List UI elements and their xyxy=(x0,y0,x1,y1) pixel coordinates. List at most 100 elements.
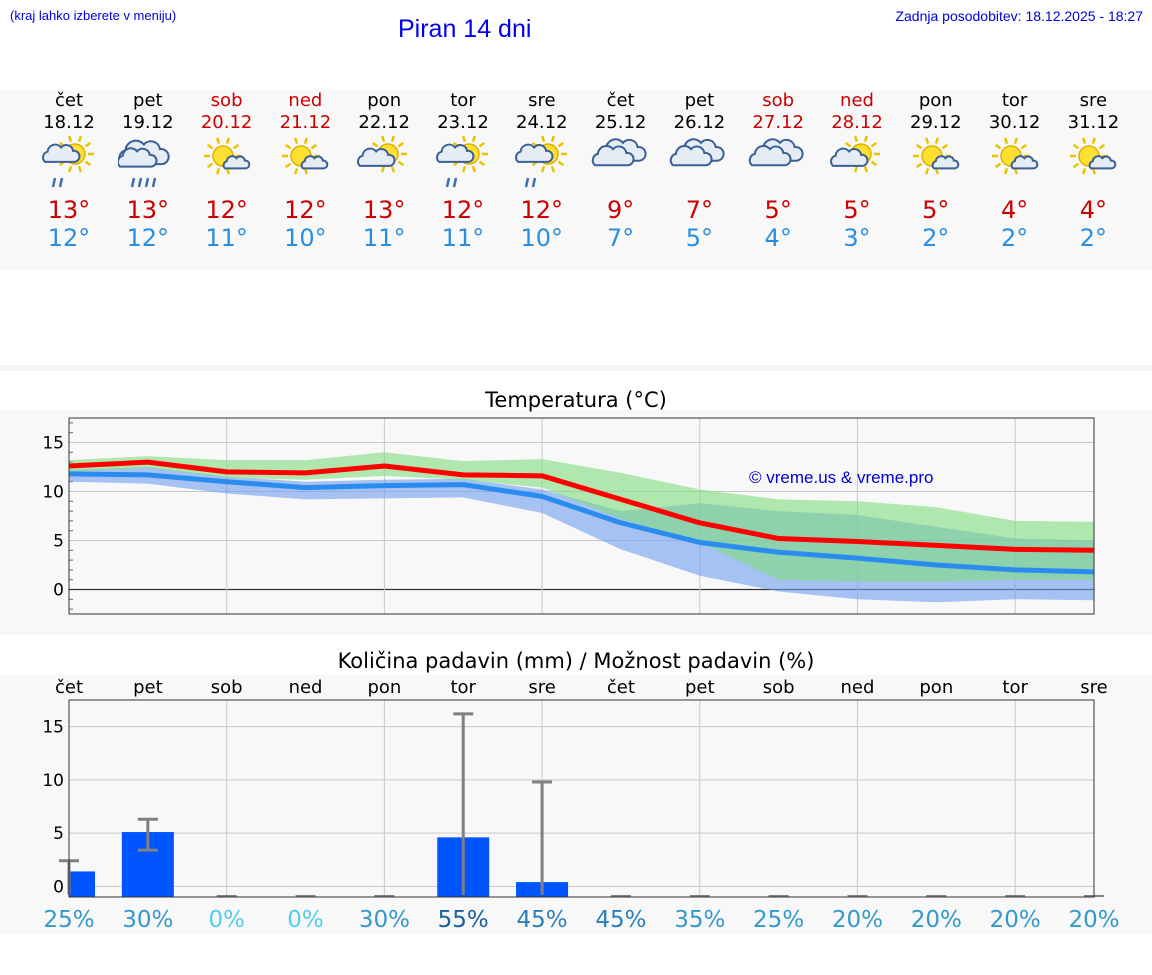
max-range-band xyxy=(69,452,1094,582)
plot-area xyxy=(69,700,1094,897)
day-name: pon xyxy=(918,90,953,111)
temp-min: 10° xyxy=(520,224,564,252)
last-update: Zadnja posodobitev: 18.12.2025 - 18:27 xyxy=(895,8,1143,24)
precip-probability-label: 20% xyxy=(990,907,1041,933)
day-name: ned xyxy=(840,90,874,111)
temp-min: 12° xyxy=(47,224,91,252)
partly-sunny-rain-icon xyxy=(514,135,567,188)
x-category-label: tor xyxy=(1002,677,1028,698)
temp-max: 7° xyxy=(685,196,714,224)
separator xyxy=(0,365,1152,371)
day-date: 27.12 xyxy=(752,112,804,133)
day-date: 31.12 xyxy=(1067,112,1120,133)
temp-min: 7° xyxy=(606,224,635,252)
day-date: 20.12 xyxy=(200,112,253,133)
precip-probability-label: 0% xyxy=(287,907,324,933)
series-min-line xyxy=(68,471,1095,575)
plot-frame xyxy=(68,417,1095,615)
precip-probability-label: 20% xyxy=(911,907,962,933)
day-date: 26.12 xyxy=(673,112,726,133)
day-date: 28.12 xyxy=(831,112,883,133)
y-tick-label: 0 xyxy=(53,877,64,897)
day-forecast: pon 29.12 5° 2° xyxy=(891,90,981,260)
temp-min: 11° xyxy=(362,224,406,252)
precip-bar xyxy=(69,871,95,897)
temp-max: 9° xyxy=(606,196,635,224)
day-forecast: čet 18.12 13° 12° xyxy=(24,90,114,260)
precip-probability-label: 30% xyxy=(122,907,173,933)
temp-max: 5° xyxy=(922,196,950,224)
rain-drops xyxy=(130,177,157,188)
precip-probability-label: 30% xyxy=(359,907,410,933)
day-forecast: pon 22.12 13° 11° xyxy=(339,90,429,260)
partly-sunny-rain-icon xyxy=(42,135,94,188)
day-name: ned xyxy=(288,90,323,111)
partly-cloudy-icon xyxy=(357,135,408,173)
day-date: 19.12 xyxy=(122,112,174,133)
y-tick-label: 0 xyxy=(53,581,64,601)
day-forecast: ned 21.12 12° 10° xyxy=(260,90,350,260)
temp-min: 2° xyxy=(922,224,950,252)
cloud-shape xyxy=(436,143,475,163)
rain-drops xyxy=(51,177,64,188)
day-date: 25.12 xyxy=(594,112,647,133)
sun-small-cloud-icon xyxy=(912,137,960,175)
x-category-label: ned xyxy=(289,677,323,698)
x-category-label: sre xyxy=(528,677,555,698)
cloud-shape xyxy=(222,155,250,170)
temp-min: 11° xyxy=(441,224,485,252)
day-date: 22.12 xyxy=(358,112,410,133)
day-name: tor xyxy=(1001,90,1028,111)
cloudy-icon xyxy=(591,138,647,167)
temp-max: 12° xyxy=(284,196,327,224)
temperature-chart-title: Temperatura (°C) xyxy=(485,388,667,412)
sun-small-cloud-icon xyxy=(1070,137,1117,175)
day-name: sre xyxy=(528,90,556,111)
partly-sunny-rain-icon xyxy=(436,135,488,188)
rain-drops xyxy=(524,177,537,188)
day-forecast: pet 26.12 7° 5° xyxy=(654,90,744,260)
rain-drops xyxy=(445,177,458,188)
temp-max: 4° xyxy=(1000,196,1029,224)
day-forecast: ned 28.12 5° 3° xyxy=(812,90,902,260)
temp-max: 5° xyxy=(843,196,871,224)
cloudy-icon xyxy=(749,138,804,167)
cloud-shape xyxy=(591,144,635,167)
day-date: 29.12 xyxy=(910,112,962,133)
temp-min: 2° xyxy=(1079,224,1108,252)
temp-min: 3° xyxy=(843,224,871,252)
precip-probability-label: 55% xyxy=(438,907,489,933)
day-forecast: sob 27.12 5° 4° xyxy=(733,90,823,260)
precip-probability-label: 20% xyxy=(1068,907,1119,933)
day-forecast: sre 31.12 4° 2° xyxy=(1048,90,1138,260)
precipitation-chart-title: Količina padavin (mm) / Možnost padavin … xyxy=(337,649,815,673)
temp-max: 5° xyxy=(764,196,792,224)
plot-frame xyxy=(68,699,1095,898)
cloud-shape xyxy=(1089,155,1117,170)
precip-probability-label: 25% xyxy=(43,907,94,933)
precip-probability-label: 0% xyxy=(208,907,245,933)
x-category-label: pon xyxy=(919,677,953,698)
y-tick-label: 15 xyxy=(42,718,64,738)
x-category-label: čet xyxy=(607,677,635,698)
cloud-shape xyxy=(301,155,329,170)
precip-probability-label: 20% xyxy=(832,907,883,933)
temp-min: 10° xyxy=(284,224,327,252)
day-forecast: sre 24.12 12° 10° xyxy=(497,90,587,260)
y-tick-label: 5 xyxy=(53,824,64,844)
day-name: čet xyxy=(54,90,84,111)
cloud-rain-icon xyxy=(117,139,170,188)
temp-max: 12° xyxy=(205,196,248,224)
day-forecast: sob 20.12 12° 11° xyxy=(182,90,272,260)
x-category-label: pet xyxy=(685,677,715,698)
location-hint: (kraj lahko izberete v meniju) xyxy=(10,8,177,23)
day-forecast: tor 23.12 12° 11° xyxy=(418,90,508,260)
page-title: Piran 14 dni xyxy=(398,15,532,43)
copyright-note: © vreme.us & vreme.pro xyxy=(749,468,934,487)
cloud-shape xyxy=(931,155,960,170)
y-tick-label: 10 xyxy=(42,483,64,503)
temp-min: 5° xyxy=(685,224,714,252)
day-date: 30.12 xyxy=(988,112,1041,133)
precip-probability-label: 45% xyxy=(517,907,568,933)
temp-max: 13° xyxy=(126,196,170,224)
